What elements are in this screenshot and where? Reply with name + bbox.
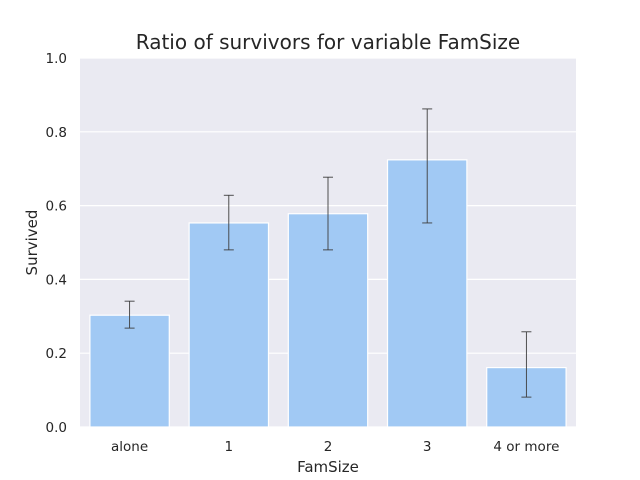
error-bars: [124, 108, 532, 398]
y-tick-label: 0.6: [46, 199, 67, 215]
x-tick-label: alone: [111, 439, 148, 455]
error-bar: [422, 108, 433, 224]
error-bar: [521, 331, 532, 398]
y-tick-label: 0.8: [46, 125, 67, 141]
y-tick-label: 0.0: [46, 420, 67, 436]
error-bar: [223, 194, 234, 251]
x-tick-label: 2: [324, 439, 333, 455]
y-tick-label: 0.4: [46, 272, 67, 288]
x-axis-label: FamSize: [297, 458, 359, 476]
y-axis-ticks: 0.0 0.2 0.4 0.6 0.8 1.0: [46, 51, 67, 436]
bar: [188, 222, 270, 428]
error-bar: [124, 300, 135, 329]
error-bar: [323, 176, 333, 251]
y-tick-label: 1.0: [46, 51, 67, 67]
x-axis-ticks: alone 1 2 3 4 or more: [111, 439, 559, 455]
x-tick-label: 4 or more: [493, 439, 559, 455]
chart-title: Ratio of survivors for variable FamSize: [136, 30, 520, 54]
x-tick-label: 1: [225, 439, 234, 455]
x-tick-label: 3: [423, 439, 432, 455]
bar: [89, 314, 170, 428]
y-tick-label: 0.2: [46, 346, 67, 362]
y-axis-label: Survived: [23, 210, 41, 276]
